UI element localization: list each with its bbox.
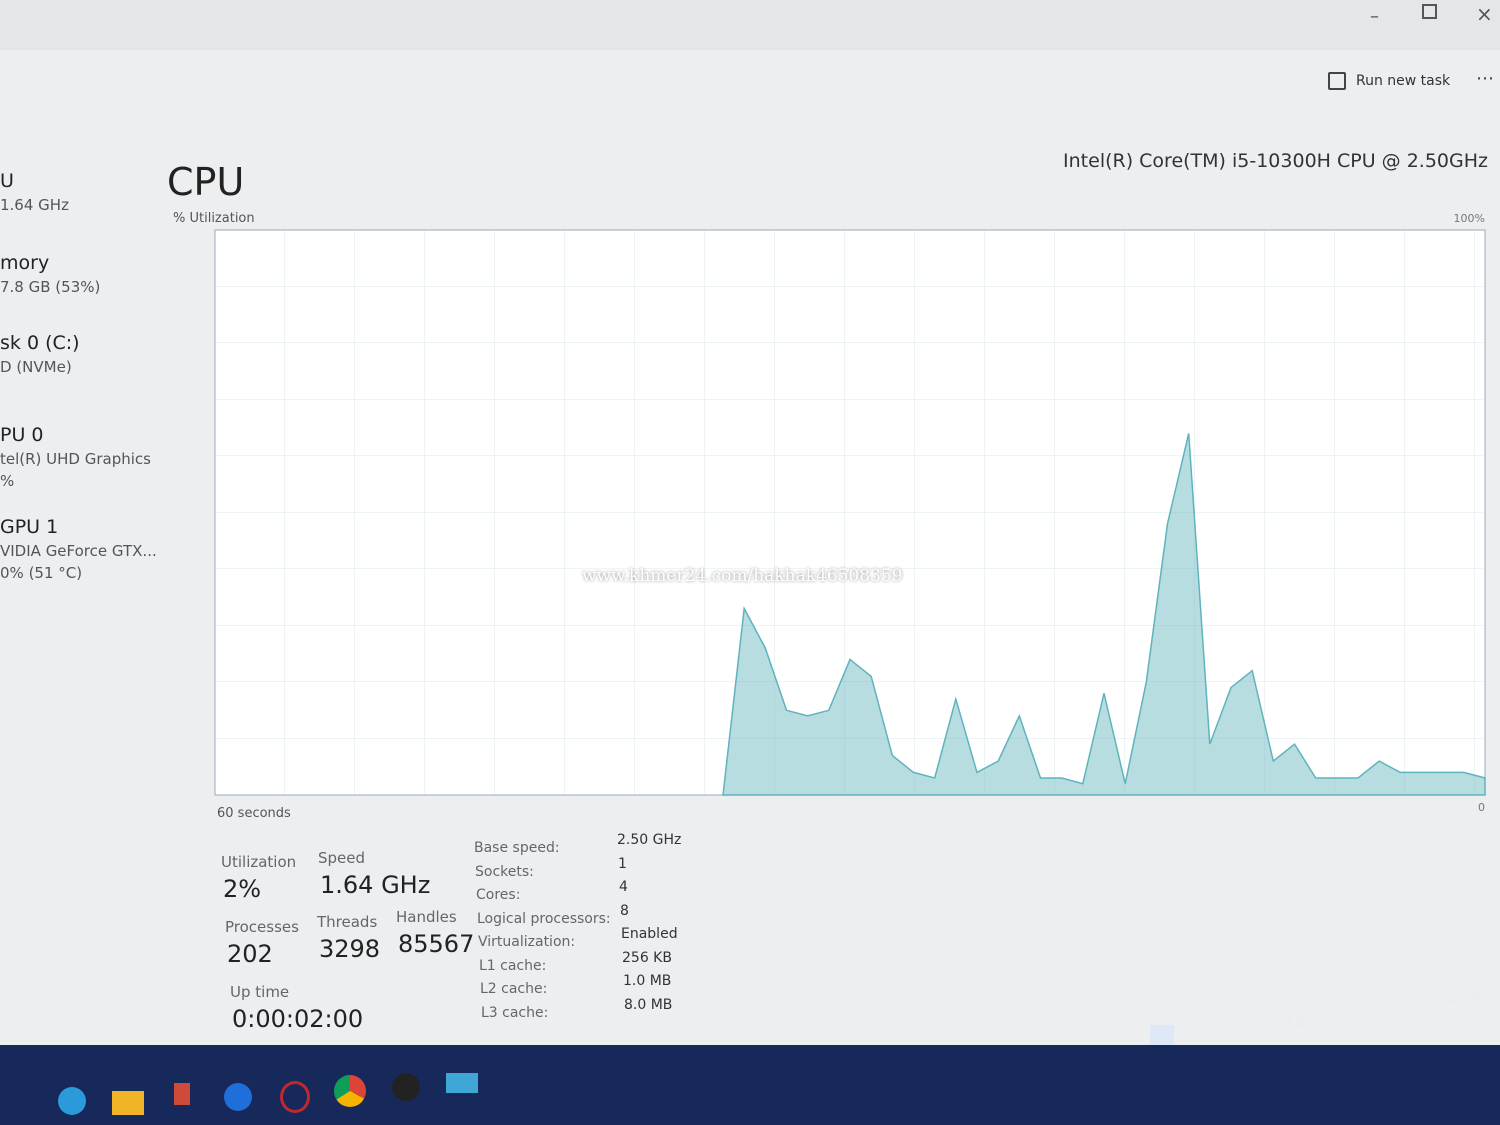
spec-value: 1	[618, 855, 627, 872]
spec-value: 4	[619, 879, 628, 895]
spec-value: 8.0 MB	[624, 996, 673, 1013]
minimize-button[interactable]: –	[1370, 6, 1379, 27]
task-manager-icon[interactable]	[446, 1073, 478, 1093]
stat-value: 1.64 GHz	[320, 871, 431, 899]
y-tick-label: 100%	[1454, 212, 1485, 225]
edge-icon[interactable]	[58, 1087, 86, 1115]
title-bar: – ×	[0, 0, 1500, 50]
sidebar-item-extra[interactable]: %	[0, 472, 15, 490]
stat-label: Up time	[230, 983, 290, 1001]
stat-value: 202	[227, 940, 273, 968]
stat-value: 85567	[398, 930, 475, 958]
spec-label: L2 cache:	[480, 981, 548, 997]
plot-grid	[215, 230, 1485, 795]
opera-icon[interactable]	[280, 1081, 310, 1113]
stat-label: Processes	[225, 918, 299, 936]
spec-label: Base speed:	[474, 840, 560, 856]
sidebar-item-detail[interactable]: D (NVMe)	[0, 358, 72, 376]
spec-value: 2.50 GHz	[617, 832, 682, 848]
page-title: CPU	[167, 160, 245, 204]
sidebar-item-name[interactable]: U	[0, 170, 14, 192]
stat-label: Threads	[317, 913, 378, 931]
stat-value: 2%	[223, 875, 262, 903]
stat-label: Utilization	[221, 853, 297, 871]
spec-label: Virtualization:	[478, 934, 576, 950]
taskbar: ENG 6:42 PM 5/27/2025	[0, 993, 1500, 1125]
sidebar: U 1.64 GHz mory 7.8 GB (53%) sk 0 (C:) D (NVM…	[0, 150, 160, 610]
explorer-icon[interactable]	[112, 1091, 144, 1115]
sidebar-item-name[interactable]: sk 0 (C:)	[0, 332, 80, 354]
more-button[interactable]: ⋯	[1476, 68, 1495, 89]
spec-value: Enabled	[621, 926, 678, 942]
messenger-icon[interactable]	[224, 1083, 252, 1111]
sidebar-item-detail[interactable]: VIDIA GeForce GTX...	[0, 542, 157, 560]
sidebar-item-name[interactable]: PU 0	[0, 424, 44, 446]
stat-label: Speed	[318, 849, 366, 867]
stat-value: 3298	[319, 935, 381, 963]
cpu-chart: % Utilization 60 seconds 100% 0	[173, 211, 1486, 821]
spec-label: Cores:	[476, 887, 521, 903]
spec-label: Sockets:	[475, 863, 534, 880]
sidebar-item-detail[interactable]: 1.64 GHz	[0, 196, 69, 214]
restore-button[interactable]	[1422, 4, 1437, 19]
cpu-name: Intel(R) Core(TM) i5-10300H CPU @ 2.50GH…	[1063, 150, 1488, 172]
close-button[interactable]: ×	[1476, 2, 1493, 26]
sidebar-item-extra[interactable]: 0% (51 °C)	[0, 564, 83, 582]
y-axis-label: % Utilization	[173, 211, 255, 226]
tray-app-icon[interactable]	[1150, 1025, 1174, 1045]
clock-date[interactable]: 5/27/2025	[1422, 1011, 1489, 1026]
spec-label: L3 cache:	[481, 1004, 549, 1021]
run-task-icon[interactable]	[1328, 72, 1346, 90]
sidebar-item-detail[interactable]: 7.8 GB (53%)	[0, 278, 101, 296]
clock-time[interactable]: 6:42 PM	[1436, 993, 1489, 1008]
sidebar-item-detail[interactable]: tel(R) UHD Graphics	[0, 450, 151, 468]
sidebar-item-name[interactable]: mory	[0, 252, 50, 274]
store-icon[interactable]	[174, 1083, 190, 1105]
run-new-task[interactable]: Run new task	[1356, 73, 1451, 89]
spec-value: 1.0 MB	[623, 973, 672, 989]
watermark: www.khmer24.com/hakhak46508359	[582, 566, 903, 586]
language[interactable]: ENG	[1287, 1017, 1316, 1032]
x-axis-label: 60 seconds	[217, 806, 291, 821]
chrome-icon[interactable]	[334, 1075, 366, 1107]
stat-value: 0:00:02:00	[232, 1005, 364, 1033]
utilization-area	[722, 433, 1486, 796]
settings-icon[interactable]	[392, 1073, 420, 1101]
sidebar-item-name[interactable]: GPU 1	[0, 516, 59, 538]
y-tick-label: 0	[1478, 801, 1485, 814]
spec-value: 8	[620, 902, 629, 919]
stat-label: Handles	[396, 908, 457, 926]
spec-value: 256 KB	[622, 949, 672, 966]
spec-label: L1 cache:	[479, 957, 547, 974]
spec-label: Logical processors:	[477, 910, 611, 927]
